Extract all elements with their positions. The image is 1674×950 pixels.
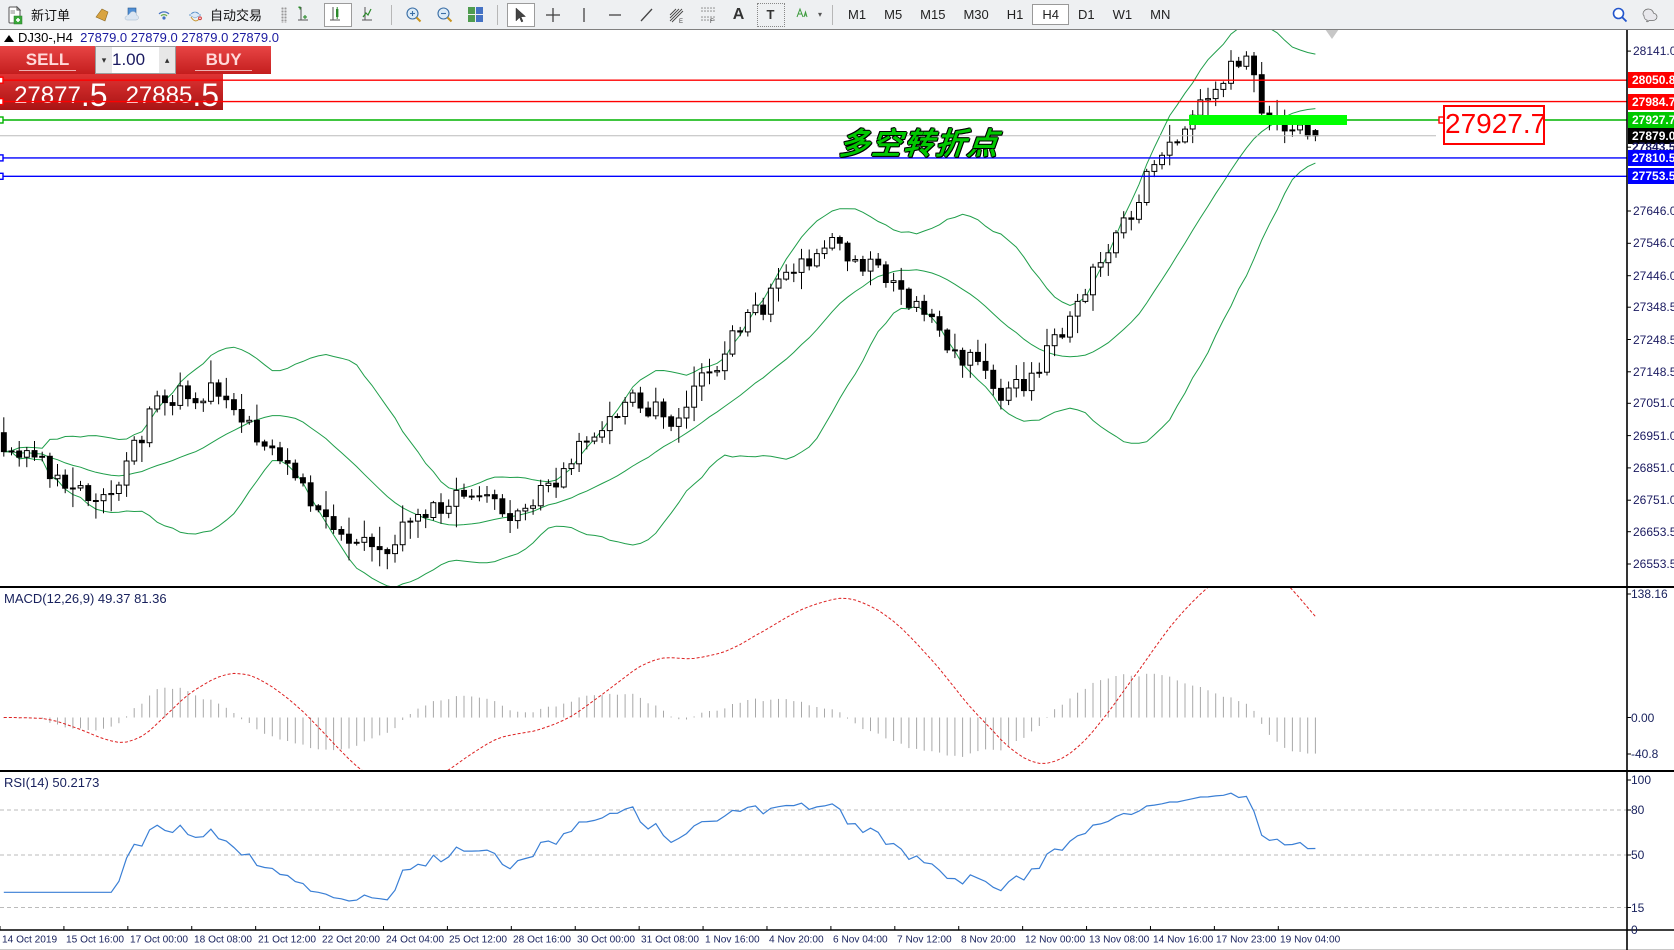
svg-text:E: E	[679, 19, 683, 24]
svg-text:F: F	[710, 19, 714, 24]
